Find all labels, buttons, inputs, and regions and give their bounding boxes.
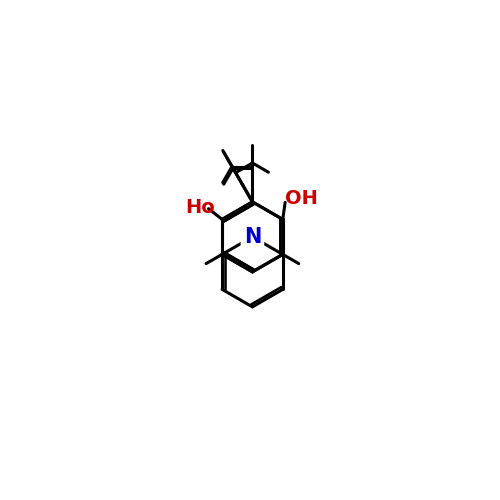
- Text: N: N: [244, 227, 261, 247]
- Text: OH: OH: [285, 190, 318, 208]
- Text: Ho: Ho: [186, 198, 215, 216]
